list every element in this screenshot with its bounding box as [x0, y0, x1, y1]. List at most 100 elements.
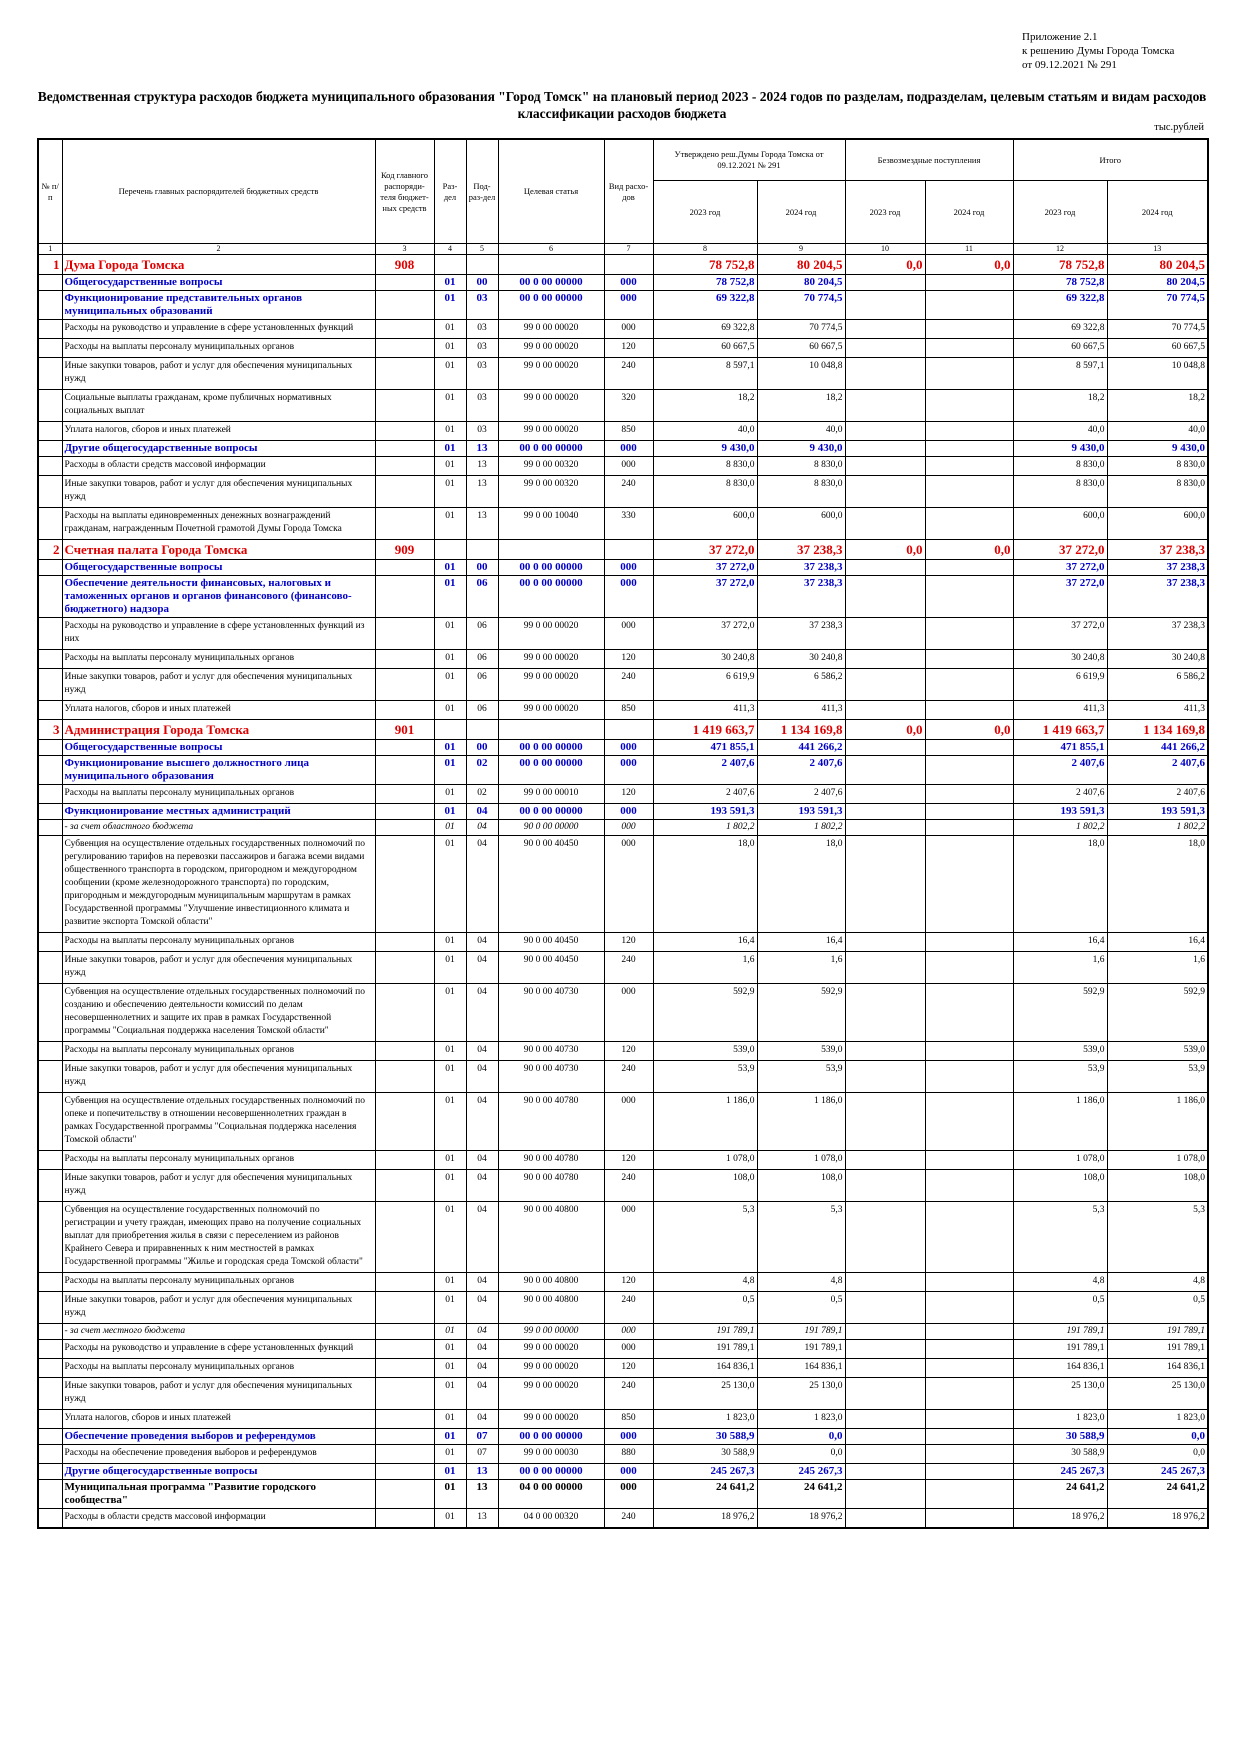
- table-cell: [374, 784, 435, 804]
- table-row: Расходы на руководство и управление в сф…: [37, 319, 1209, 339]
- table-cell: 37 272,0: [1012, 559, 1108, 576]
- year-header: 2024 год: [1106, 180, 1209, 244]
- table-cell: [37, 755, 63, 785]
- table-cell: [374, 1444, 435, 1464]
- table-cell: 000: [603, 755, 654, 785]
- table-cell: 0,5: [756, 1291, 846, 1324]
- table-row: - за счет местного бюджета 01 04 99 0 00 00…: [37, 1323, 1209, 1340]
- table-cell: 18,0: [756, 835, 846, 933]
- table-cell: Иные закупки товаров, работ и услуг для …: [61, 1377, 376, 1410]
- table-cell: 24 641,2: [1106, 1479, 1209, 1509]
- table-cell: 99 0 00 00020: [497, 1339, 605, 1359]
- table-cell: Субвенция на осуществление отдельных гос…: [61, 1092, 376, 1151]
- table-row: Расходы в области средств массовой инфор…: [37, 456, 1209, 476]
- table-cell: 25 130,0: [1012, 1377, 1108, 1410]
- table-cell: 9 430,0: [756, 440, 846, 457]
- table-cell: 193 591,3: [1012, 803, 1108, 820]
- table-row: Функционирование местных администраций 01…: [37, 803, 1209, 820]
- table-cell: Иные закупки товаров, работ и услуг для …: [61, 668, 376, 701]
- table-cell: 00 0 00 00000: [497, 803, 605, 820]
- table-cell: 539,0: [1106, 1041, 1209, 1061]
- table-cell: 909: [374, 539, 435, 560]
- table-cell: 04: [465, 1201, 499, 1273]
- column-header: Перечень главных распорядителей бюджетны…: [61, 138, 376, 244]
- table-cell: 78 752,8: [652, 254, 758, 275]
- table-cell: [924, 1323, 1014, 1340]
- table-cell: [924, 784, 1014, 804]
- table-cell: 01: [433, 475, 467, 508]
- table-cell: 03: [465, 290, 499, 320]
- table-cell: [844, 803, 926, 820]
- table-cell: [374, 1508, 435, 1529]
- table-cell: 2 407,6: [1012, 755, 1108, 785]
- table-cell: 18,2: [756, 389, 846, 422]
- table-cell: Функционирование высшего должностного ли…: [61, 755, 376, 785]
- table-cell: [844, 290, 926, 320]
- table-cell: 80 204,5: [1106, 254, 1209, 275]
- table-cell: 1 823,0: [1106, 1409, 1209, 1429]
- table-cell: 53,9: [652, 1060, 758, 1093]
- table-cell: 240: [603, 951, 654, 984]
- table-cell: Социальные выплаты гражданам, кроме публ…: [61, 389, 376, 422]
- table-cell: [37, 559, 63, 576]
- table-row: Муниципальная программа "Развитие городс…: [37, 1479, 1209, 1509]
- table-cell: Муниципальная программа "Развитие городс…: [61, 1479, 376, 1509]
- table-row: Иные закупки товаров, работ и услуг для …: [37, 951, 1209, 984]
- table-row: Расходы в области средств массовой инфор…: [37, 1508, 1209, 1529]
- table-cell: 24 641,2: [1012, 1479, 1108, 1509]
- table-cell: [374, 983, 435, 1042]
- table-cell: 1 134 169,8: [756, 719, 846, 740]
- table-cell: [465, 719, 499, 740]
- table-cell: 0,5: [1012, 1291, 1108, 1324]
- table-cell: 164 836,1: [1012, 1358, 1108, 1378]
- column-number: 6: [497, 243, 605, 255]
- table-cell: 90 0 00 40730: [497, 1060, 605, 1093]
- table-cell: [374, 951, 435, 984]
- table-cell: 108,0: [652, 1169, 758, 1202]
- table-cell: 320: [603, 389, 654, 422]
- table-cell: 000: [603, 1428, 654, 1445]
- table-cell: 18 976,2: [652, 1508, 758, 1529]
- table-cell: [844, 1201, 926, 1273]
- table-cell: 245 267,3: [756, 1463, 846, 1480]
- table-cell: [37, 319, 63, 339]
- table-cell: 00 0 00 00000: [497, 1428, 605, 1445]
- table-cell: [374, 739, 435, 756]
- table-cell: [924, 1150, 1014, 1170]
- table-cell: [844, 700, 926, 720]
- table-cell: 99 0 00 00320: [497, 456, 605, 476]
- table-cell: [844, 1479, 926, 1509]
- table-cell: [924, 1169, 1014, 1202]
- table-cell: [924, 983, 1014, 1042]
- table-cell: 01: [433, 290, 467, 320]
- table-cell: 04: [465, 1291, 499, 1324]
- table-cell: 191 789,1: [652, 1339, 758, 1359]
- table-cell: [497, 539, 605, 560]
- appendix-line: к решению Думы Города Томска: [1022, 45, 1175, 57]
- table-cell: 850: [603, 1409, 654, 1429]
- table-cell: 40,0: [756, 421, 846, 441]
- table-cell: 592,9: [1012, 983, 1108, 1042]
- table-cell: 99 0 00 00020: [497, 389, 605, 422]
- table-cell: 37 272,0: [1012, 575, 1108, 618]
- column-number: 12: [1012, 243, 1108, 255]
- table-cell: 1 419 663,7: [652, 719, 758, 740]
- table-cell: [37, 1508, 63, 1529]
- column-number: 8: [652, 243, 758, 255]
- table-cell: [374, 1377, 435, 1410]
- table-cell: Расходы на выплаты персоналу муниципальн…: [61, 338, 376, 358]
- table-cell: [924, 1092, 1014, 1151]
- table-row: Расходы на выплаты персоналу муниципальн…: [37, 932, 1209, 952]
- table-cell: [844, 835, 926, 933]
- table-row: Иные закупки товаров, работ и услуг для …: [37, 475, 1209, 508]
- table-cell: 8 830,0: [756, 475, 846, 508]
- table-cell: 000: [603, 1479, 654, 1509]
- table-row: Уплата налогов, сборов и иных платежей 01…: [37, 700, 1209, 720]
- table-cell: [924, 700, 1014, 720]
- table-cell: [497, 719, 605, 740]
- table-cell: 00: [465, 274, 499, 291]
- table-cell: 592,9: [652, 983, 758, 1042]
- table-cell: [374, 575, 435, 618]
- table-cell: 01: [433, 1060, 467, 1093]
- table-cell: [37, 475, 63, 508]
